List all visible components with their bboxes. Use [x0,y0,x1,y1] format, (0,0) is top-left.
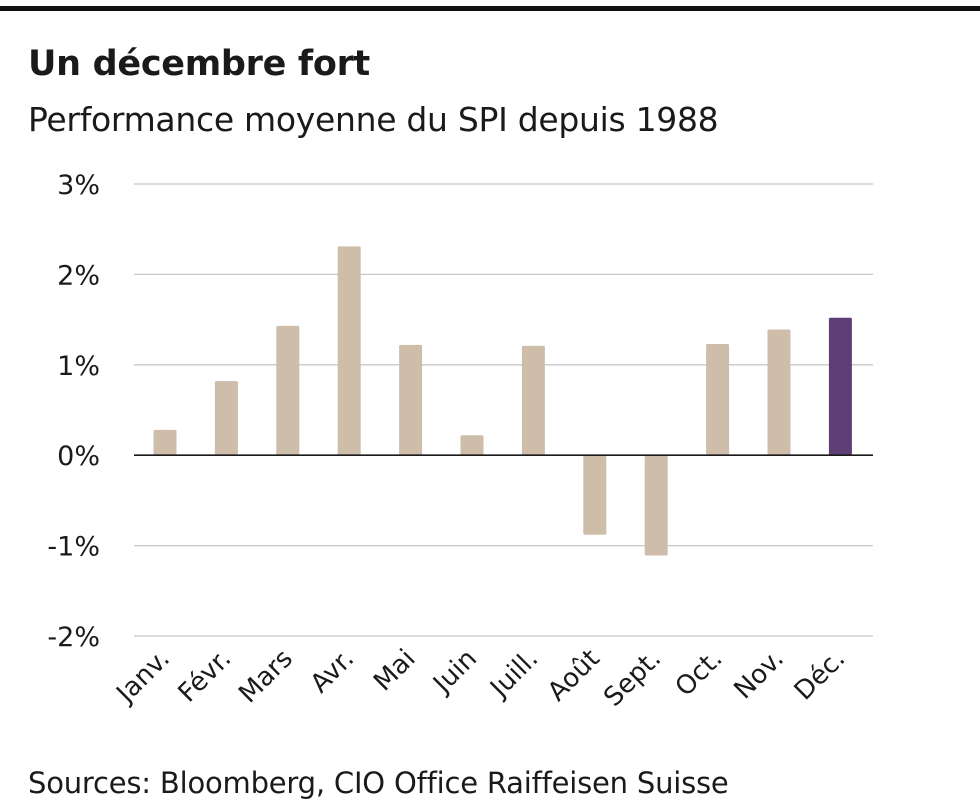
chart-title: Un décembre fort [28,44,370,84]
bar-4 [337,246,361,456]
y-tick-label: -2% [47,622,100,653]
grid-layer [134,183,873,637]
bar-2 [214,381,238,456]
bar-8 [583,455,607,535]
y-tick-label: 1% [57,351,100,382]
bar-1 [153,429,177,456]
bar-chart: 3% 2% 1% 0% -1% -2% Janv.Févr.Mars Avr. Mai Juin J… [47,170,873,713]
bar-11 [767,329,791,456]
bar-7 [521,345,545,456]
y-tick-label: 3% [57,170,100,201]
bar-9 [644,455,668,556]
y-tick-label: 2% [57,260,100,291]
x-category-label: Oct. [670,644,729,703]
x-category-label: Mars [233,644,298,709]
x-category-label: Janv. [110,644,176,710]
top-rule [0,6,980,11]
bar-12 [828,317,852,456]
bar-6 [460,435,484,456]
source-note: Sources: Bloomberg, CIO Office Raiffeise… [28,766,729,800]
x-category-label: Août [542,644,606,708]
chart-subtitle: Performance moyenne du SPI depuis 1988 [28,100,719,139]
bar-layer [153,246,852,556]
x-category-label: Sept. [598,644,667,713]
bar-10 [706,344,730,456]
bar-5 [399,344,423,456]
x-category-label: Avr. [305,644,360,699]
y-tick-label: -1% [47,532,100,563]
x-category-label: Mai [368,644,421,697]
x-category-label: Févr. [173,644,238,709]
x-category-label: Juill. [483,644,544,705]
y-tick-label: 0% [57,441,100,472]
x-category-label: Nov. [728,644,790,706]
bar-3 [276,325,300,456]
x-category-label: Déc. [789,644,852,707]
x-category-label: Juin [426,644,482,700]
